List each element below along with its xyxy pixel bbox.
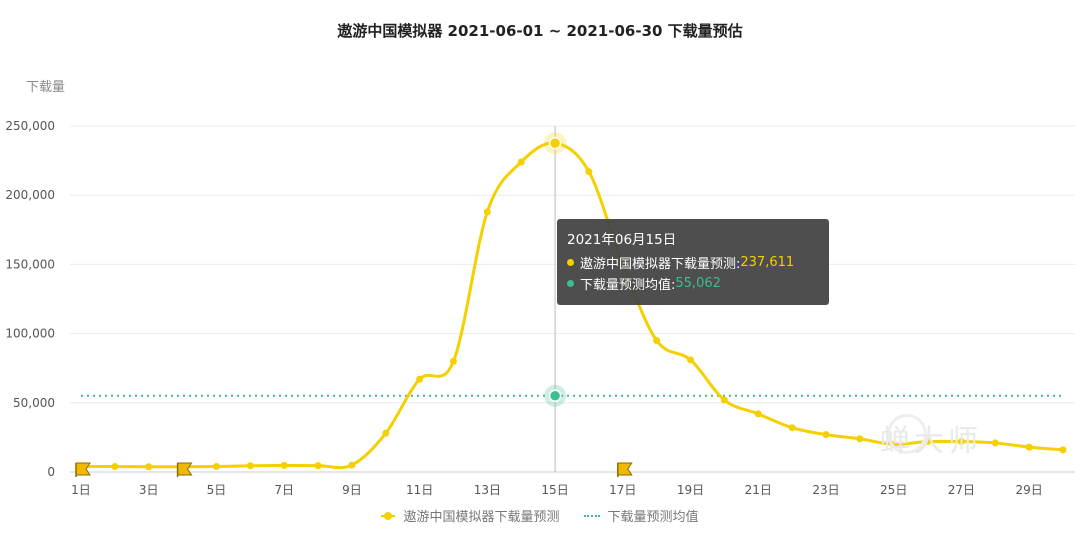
flag-marker-icon xyxy=(617,462,633,476)
x-tick-label: 11日 xyxy=(406,483,433,497)
legend-dotted-line-icon xyxy=(583,514,600,517)
yellow-dot-icon xyxy=(567,259,574,266)
chart-legend: 遨游中国模拟器下载量预测 下载量预测均值 xyxy=(0,506,1080,525)
highlight-point xyxy=(548,136,562,150)
data-point xyxy=(145,463,153,471)
x-tick-label: 5日 xyxy=(207,483,227,497)
data-point xyxy=(585,168,593,176)
tooltip-row-prediction: 遨游中国模拟器下载量预测: 237,611 xyxy=(567,252,819,273)
x-tick-label: 29日 xyxy=(1015,483,1042,497)
x-tick-label: 13日 xyxy=(474,483,501,497)
chart-title: 遨游中国模拟器 2021-06-01 ~ 2021-06-30 下载量预估 xyxy=(337,22,743,40)
watermark-text: 蝉大师 xyxy=(880,424,982,459)
tooltip-value: 237,611 xyxy=(740,255,795,270)
data-point xyxy=(991,439,999,447)
data-point xyxy=(856,435,864,443)
x-tick-label: 17日 xyxy=(609,483,636,497)
x-tick-label: 21日 xyxy=(745,483,772,497)
x-tick-label: 3日 xyxy=(139,483,159,497)
y-tick-label: 150,000 xyxy=(5,257,55,271)
x-tick-label: 23日 xyxy=(812,483,839,497)
legend-label: 遨游中国模拟器下载量预测 xyxy=(403,510,560,525)
y-tick-label: 50,000 xyxy=(13,396,55,410)
data-point xyxy=(1025,443,1033,451)
tooltip-label: 下载量预测均值: xyxy=(580,278,676,293)
data-point xyxy=(687,356,695,364)
data-point xyxy=(483,208,491,216)
data-point xyxy=(449,357,457,365)
data-point xyxy=(1059,446,1067,454)
tooltip-date: 2021年06月15日 xyxy=(567,232,677,248)
y-tick-label: 250,000 xyxy=(5,119,55,133)
green-dot-icon xyxy=(567,280,574,287)
data-point xyxy=(653,337,661,345)
y-tick-label: 0 xyxy=(47,465,55,479)
tooltip-value: 55,062 xyxy=(675,276,721,291)
x-tick-label: 7日 xyxy=(274,483,294,497)
flag-marker-icon xyxy=(75,462,91,476)
data-point xyxy=(957,438,965,446)
y-axis-label: 下载量 xyxy=(26,80,66,95)
data-point xyxy=(788,424,796,432)
flag-marker-icon xyxy=(177,462,193,476)
data-point xyxy=(348,461,356,469)
data-point xyxy=(246,462,254,470)
legend-item-mean[interactable]: 下载量预测均值 xyxy=(583,506,699,525)
x-tick-label: 25日 xyxy=(880,483,907,497)
x-tick-label: 27日 xyxy=(948,483,975,497)
y-tick-label: 100,000 xyxy=(5,327,55,341)
data-point xyxy=(517,158,525,166)
data-point xyxy=(111,462,119,470)
legend-item-prediction[interactable]: 遨游中国模拟器下载量预测 xyxy=(381,506,560,525)
data-point xyxy=(212,462,220,470)
data-point xyxy=(720,396,728,404)
x-tick-label: 19日 xyxy=(677,483,704,497)
x-tick-label: 15日 xyxy=(541,483,568,497)
data-point xyxy=(754,410,762,418)
data-point xyxy=(382,429,390,437)
legend-line-icon xyxy=(381,511,396,520)
tooltip-label: 遨游中国模拟器下载量预测: xyxy=(580,257,741,272)
data-point xyxy=(314,462,322,470)
tooltip-row-mean: 下载量预测均值: 55,062 xyxy=(567,273,819,294)
x-tick-label: 1日 xyxy=(71,483,91,497)
data-point xyxy=(280,461,288,469)
legend-label: 下载量预测均值 xyxy=(607,510,699,525)
chart-tooltip: 2021年06月15日 遨游中国模拟器下载量预测: 237,611 下载量预测均… xyxy=(557,219,829,305)
data-point xyxy=(822,431,830,439)
data-point xyxy=(416,375,424,383)
x-tick-label: 9日 xyxy=(342,483,362,497)
watermark-logo-icon xyxy=(887,414,927,454)
mean-highlight-point xyxy=(548,389,562,403)
y-tick-label: 200,000 xyxy=(5,188,55,202)
